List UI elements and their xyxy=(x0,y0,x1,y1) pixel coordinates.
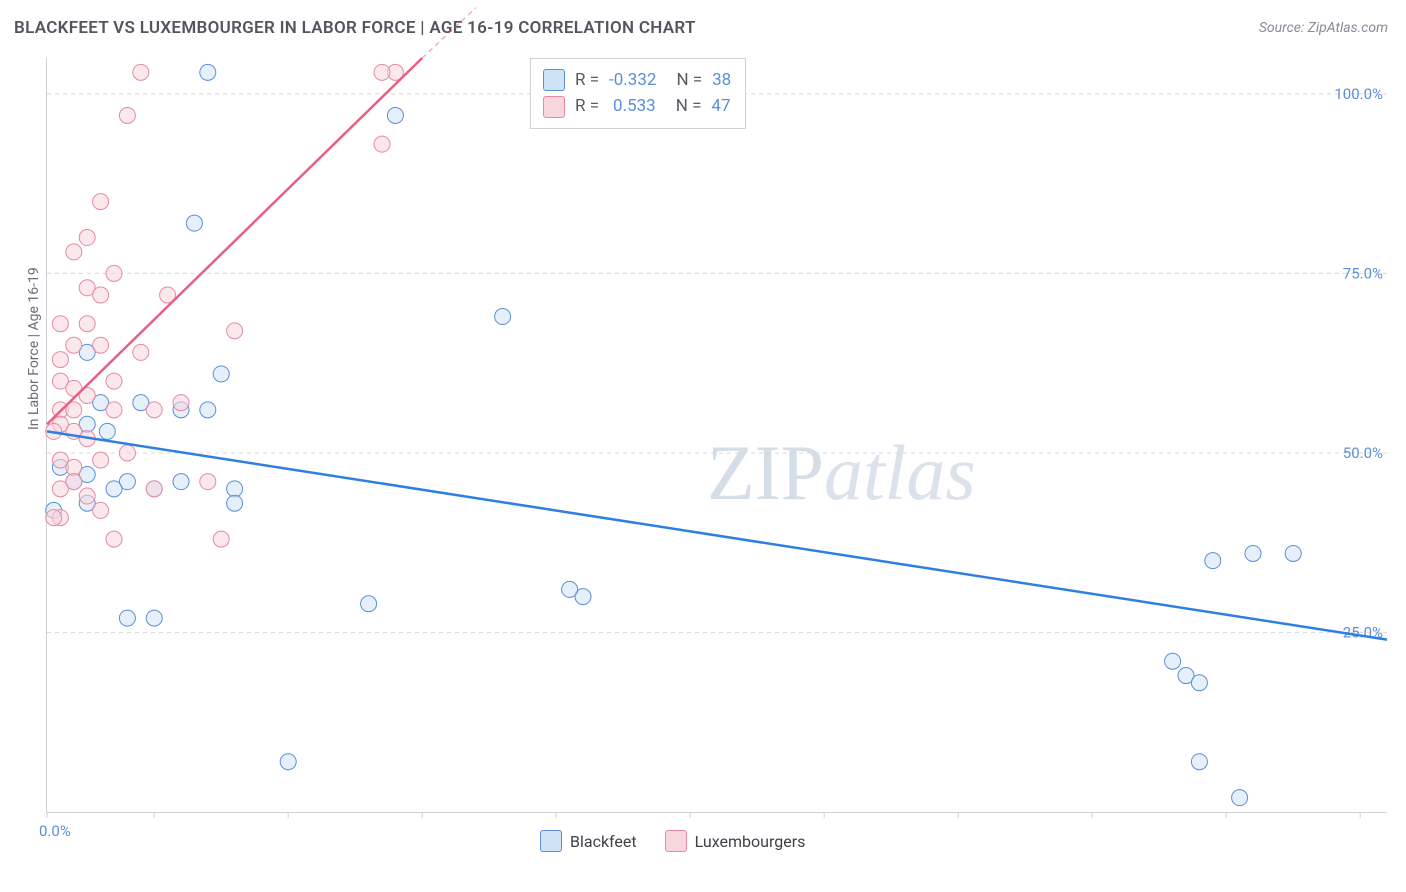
point-luxembourgers xyxy=(52,352,68,368)
point-luxembourgers xyxy=(106,402,122,418)
legend-label-luxembourgers: Luxembourgers xyxy=(695,832,806,851)
point-luxembourgers xyxy=(93,502,109,518)
point-luxembourgers xyxy=(374,64,390,80)
point-luxembourgers xyxy=(46,510,62,526)
point-blackfeet xyxy=(1191,675,1207,691)
point-blackfeet xyxy=(280,754,296,770)
correlation-legend: R = -0.332 N = 38 R = 0.533 N = 47 xyxy=(530,58,746,129)
point-blackfeet xyxy=(361,596,377,612)
point-blackfeet xyxy=(1205,553,1221,569)
r-label-1: R = xyxy=(575,67,599,93)
point-blackfeet xyxy=(1165,653,1181,669)
legend-item-blackfeet: Blackfeet xyxy=(540,830,637,852)
point-luxembourgers xyxy=(200,474,216,490)
point-blackfeet xyxy=(146,610,162,626)
y-tick-label: 75.0% xyxy=(1343,264,1383,282)
point-luxembourgers xyxy=(66,474,82,490)
point-blackfeet xyxy=(1191,754,1207,770)
legend-item-luxembourgers: Luxembourgers xyxy=(665,830,806,852)
point-blackfeet xyxy=(562,581,578,597)
r-value-2: 0.533 xyxy=(613,93,656,119)
point-blackfeet xyxy=(200,402,216,418)
source-credit: Source: ZipAtlas.com xyxy=(1259,20,1388,36)
y-tick-label: 100.0% xyxy=(1334,85,1383,103)
point-blackfeet xyxy=(1245,545,1261,561)
swatch-pink-icon xyxy=(543,96,565,118)
point-luxembourgers xyxy=(173,395,189,411)
point-luxembourgers xyxy=(93,452,109,468)
r-label-2: R = xyxy=(575,93,599,119)
point-blackfeet xyxy=(173,474,189,490)
point-blackfeet xyxy=(213,366,229,382)
legend-label-blackfeet: Blackfeet xyxy=(570,832,637,851)
point-luxembourgers xyxy=(93,287,109,303)
point-blackfeet xyxy=(200,64,216,80)
chart-title: BLACKFEET VS LUXEMBOURGER IN LABOR FORCE… xyxy=(14,18,696,38)
source-value: ZipAtlas.com xyxy=(1308,20,1388,36)
y-tick-label: 50.0% xyxy=(1343,444,1383,462)
point-luxembourgers xyxy=(79,316,95,332)
legend-row-luxembourgers: R = 0.533 N = 47 xyxy=(543,93,731,119)
point-blackfeet xyxy=(186,215,202,231)
n-value-1: 38 xyxy=(712,67,731,93)
point-luxembourgers xyxy=(133,344,149,360)
n-label-1: N = xyxy=(676,67,702,93)
point-blackfeet xyxy=(106,481,122,497)
point-luxembourgers xyxy=(146,481,162,497)
point-luxembourgers xyxy=(79,230,95,246)
swatch-blue-icon xyxy=(543,69,565,91)
point-luxembourgers xyxy=(374,136,390,152)
point-luxembourgers xyxy=(106,531,122,547)
point-luxembourgers xyxy=(106,265,122,281)
point-luxembourgers xyxy=(52,316,68,332)
point-luxembourgers xyxy=(146,402,162,418)
point-blackfeet xyxy=(119,610,135,626)
source-label: Source: xyxy=(1259,20,1308,36)
point-luxembourgers xyxy=(79,488,95,504)
legend-swatch-pink-icon xyxy=(665,830,687,852)
point-luxembourgers xyxy=(106,373,122,389)
point-luxembourgers xyxy=(133,64,149,80)
plot-area: ZIPatlas 25.0%50.0%75.0%100.0% 0.0% 100.… xyxy=(46,58,1387,813)
legend-swatch-blue-icon xyxy=(540,830,562,852)
point-luxembourgers xyxy=(66,244,82,260)
legend-row-blackfeet: R = -0.332 N = 38 xyxy=(543,67,731,93)
point-luxembourgers xyxy=(66,337,82,353)
point-luxembourgers xyxy=(119,107,135,123)
point-luxembourgers xyxy=(227,323,243,339)
point-luxembourgers xyxy=(213,531,229,547)
point-luxembourgers xyxy=(66,459,82,475)
point-blackfeet xyxy=(227,481,243,497)
chart-svg: 25.0%50.0%75.0%100.0% xyxy=(47,58,1387,812)
trend-line xyxy=(47,58,422,424)
y-axis-label: In Labor Force | Age 16-19 xyxy=(26,267,42,430)
point-blackfeet xyxy=(99,423,115,439)
point-blackfeet xyxy=(1285,545,1301,561)
point-luxembourgers xyxy=(93,337,109,353)
point-luxembourgers xyxy=(93,194,109,210)
x-tick-0: 0.0% xyxy=(39,822,71,840)
point-blackfeet xyxy=(227,495,243,511)
point-blackfeet xyxy=(387,107,403,123)
series-legend: Blackfeet Luxembourgers xyxy=(540,830,805,852)
point-blackfeet xyxy=(1232,790,1248,806)
r-value-1: -0.332 xyxy=(609,67,656,93)
n-value-2: 47 xyxy=(711,93,730,119)
point-blackfeet xyxy=(495,309,511,325)
trend-line xyxy=(47,431,1387,639)
n-label-2: N = xyxy=(676,93,702,119)
point-luxembourgers xyxy=(119,445,135,461)
